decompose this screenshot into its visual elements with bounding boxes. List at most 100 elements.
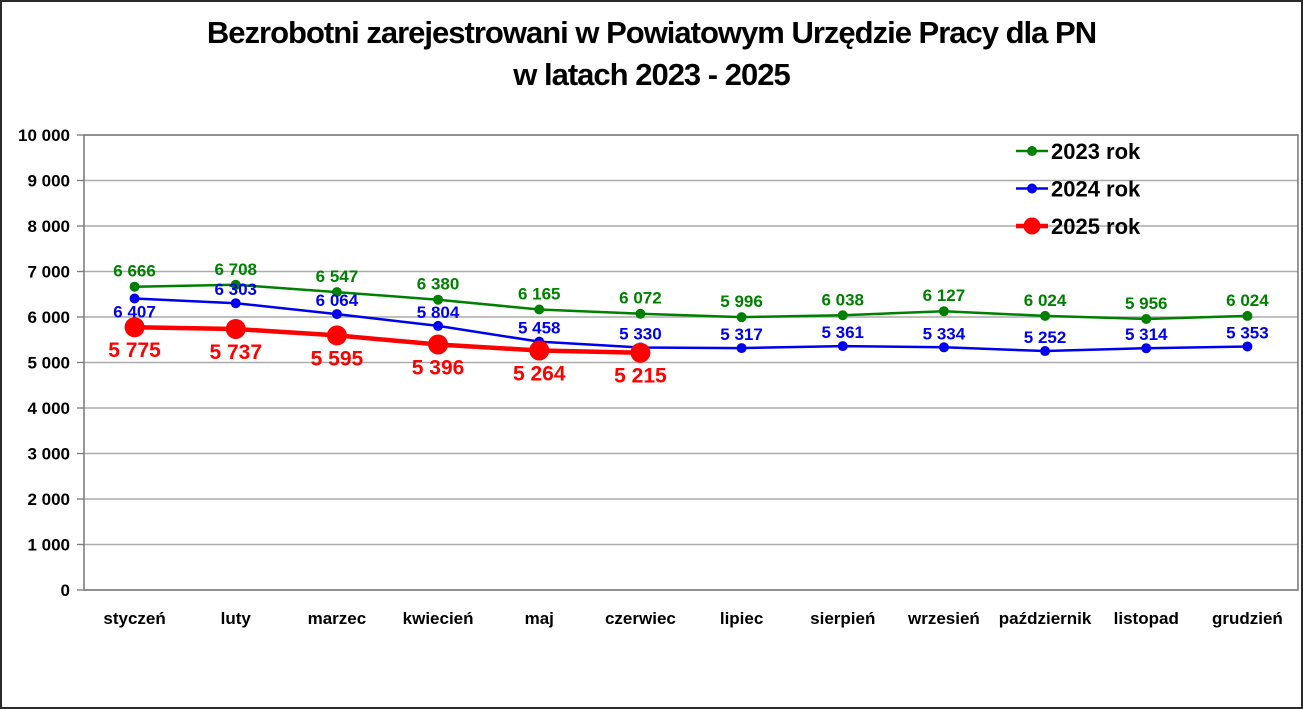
x-axis-category-label: listopad — [1114, 609, 1179, 628]
data-point — [433, 320, 444, 331]
y-axis-tick-label: 2 000 — [27, 490, 70, 509]
data-point — [938, 306, 949, 317]
data-point-label: 6 038 — [821, 290, 864, 309]
data-point — [428, 334, 449, 355]
data-point-label: 5 252 — [1024, 328, 1067, 347]
x-axis-category-label: sierpień — [810, 609, 875, 628]
data-point-label: 5 353 — [1226, 323, 1269, 342]
data-point — [1141, 343, 1152, 354]
chart-title-line2: w latach 2023 - 2025 — [513, 57, 790, 92]
data-point — [736, 343, 747, 354]
data-point — [129, 293, 140, 304]
plot-border — [83, 134, 1299, 591]
data-point-label: 6 708 — [214, 260, 257, 279]
data-point-label: 5 775 — [108, 339, 161, 362]
x-axis-category-label: maj — [525, 609, 554, 628]
y-axis-tick-label: 10 000 — [18, 126, 70, 145]
data-point-label: 5 737 — [209, 341, 262, 364]
data-point-label: 6 407 — [113, 302, 156, 321]
data-point-label: 5 996 — [720, 292, 763, 311]
data-point-label: 6 303 — [214, 280, 257, 299]
legend-swatch-marker — [1027, 146, 1037, 156]
x-axis-category-label: marzec — [308, 609, 367, 628]
data-point — [630, 342, 651, 363]
y-axis-tick-label: 0 — [61, 581, 70, 600]
data-point-label: 5 334 — [923, 324, 966, 343]
y-axis-tick-label: 9 000 — [27, 172, 70, 191]
data-point-label: 5 317 — [720, 325, 763, 344]
data-point — [230, 279, 241, 290]
data-point — [331, 287, 342, 298]
data-point — [534, 304, 545, 315]
data-point — [529, 340, 550, 361]
x-axis-category-label: czerwiec — [605, 609, 676, 628]
x-axis-category-label: styczeń — [103, 609, 165, 628]
legend-item: 2023 rok — [1016, 139, 1141, 164]
legend-label: 2025 rok — [1051, 214, 1141, 239]
data-point-label: 6 064 — [316, 291, 359, 310]
data-point — [225, 318, 246, 339]
legend-swatch-marker — [1023, 217, 1041, 235]
data-point — [331, 309, 342, 320]
y-axis-tick-label: 8 000 — [27, 217, 70, 236]
data-point — [433, 294, 444, 305]
data-point — [230, 298, 241, 309]
series-line-2024-rok — [134, 297, 1248, 353]
data-point — [635, 308, 646, 319]
y-axis-tick-label: 4 000 — [27, 399, 70, 418]
data-point — [1141, 314, 1152, 325]
legend-item: 2024 rok — [1016, 177, 1141, 202]
data-point-label: 5 396 — [412, 356, 465, 379]
x-axis-category-label: wrzesień — [907, 609, 980, 628]
data-point — [938, 342, 949, 353]
data-point — [1040, 346, 1051, 357]
y-axis-tick-label: 3 000 — [27, 445, 70, 464]
data-point-label: 5 264 — [513, 362, 566, 385]
data-point — [129, 281, 140, 292]
data-point-label: 5 956 — [1125, 294, 1168, 313]
data-point-label: 6 127 — [923, 286, 966, 305]
data-point — [837, 310, 848, 321]
data-point-label: 6 165 — [518, 284, 561, 303]
data-point — [1040, 310, 1051, 321]
data-point — [1242, 341, 1253, 352]
x-axis-category-label: październik — [999, 609, 1092, 628]
x-axis-category-label: kwiecień — [403, 609, 474, 628]
data-point-label: 6 024 — [1226, 291, 1269, 310]
data-point-label: 5 314 — [1125, 325, 1168, 344]
series-line-2025-rok — [134, 324, 641, 355]
x-axis-category-label: lipiec — [720, 609, 763, 628]
data-point — [736, 312, 747, 323]
data-point-label: 5 804 — [417, 303, 460, 322]
data-point-label: 5 330 — [619, 324, 662, 343]
data-point-label: 6 666 — [113, 262, 156, 281]
y-axis-tick-label: 1 000 — [27, 536, 70, 555]
y-axis-tick-label: 6 000 — [27, 308, 70, 327]
data-point — [326, 325, 347, 346]
data-point — [837, 341, 848, 352]
legend-item: 2025 rok — [1016, 214, 1141, 239]
data-point-label: 5 215 — [614, 365, 667, 388]
series-line-2023-rok — [134, 283, 1248, 321]
chart-legend: 2023 rok 2024 rok 2025 rok — [1016, 139, 1141, 239]
x-axis-category-label: grudzień — [1212, 609, 1283, 628]
x-axis-category-label: luty — [221, 609, 252, 628]
data-point-label: 6 024 — [1024, 291, 1067, 310]
chart-title-line1: Bezrobotni zarejestrowani w Powiatowym U… — [206, 15, 1097, 50]
data-point-label: 5 458 — [518, 319, 561, 338]
data-point-label: 6 072 — [619, 289, 662, 308]
legend-swatch-marker — [1027, 183, 1037, 194]
data-point-label: 5 595 — [311, 347, 364, 370]
data-point-label: 6 380 — [417, 275, 460, 294]
data-point-label: 5 361 — [821, 323, 864, 342]
legend-label: 2023 rok — [1051, 139, 1141, 164]
data-point — [124, 317, 145, 338]
data-point — [1242, 310, 1253, 321]
legend-label: 2024 rok — [1051, 177, 1141, 202]
chart-title: Bezrobotni zarejestrowani w Powiatowym U… — [2, 12, 1301, 96]
data-point-label: 6 547 — [316, 267, 359, 286]
y-axis-tick-label: 7 000 — [27, 263, 70, 282]
y-axis-tick-label: 5 000 — [27, 354, 70, 373]
